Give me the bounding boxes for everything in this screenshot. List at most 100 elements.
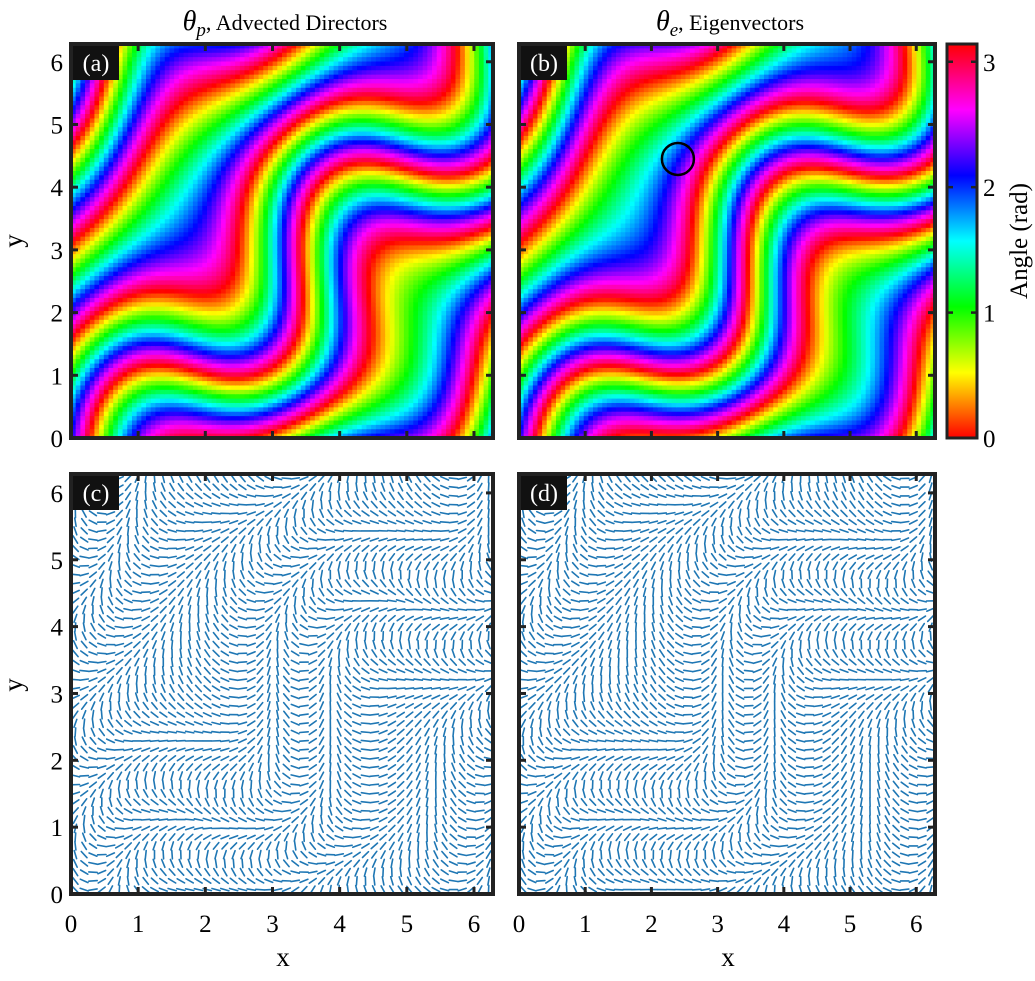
heatmap-cell [268,385,273,390]
heatmap-cell [76,302,81,307]
heatmap-cell [132,70,137,75]
heatmap-cell [127,219,132,224]
heatmap-cell [155,184,160,189]
heatmap-cell [291,425,296,430]
heatmap-cell [291,97,296,102]
heatmap-cell [113,390,118,395]
heatmap-cell [249,210,254,215]
heatmap-cell [296,385,301,390]
heatmap-cell [99,350,104,355]
heatmap-cell [254,250,259,255]
heatmap-cell [137,62,142,67]
heatmap-cell [132,425,137,430]
heatmap-cell [193,324,198,329]
heatmap-cell [230,175,235,180]
heatmap-cell [123,140,128,145]
heatmap-cell [244,228,249,233]
heatmap-cell [259,215,264,220]
heatmap-cell [254,315,259,320]
heatmap-cell [169,97,174,102]
heatmap-cell [226,355,231,360]
heatmap-cell [90,175,95,180]
heatmap-cell [155,329,160,334]
heatmap-cell [202,267,207,272]
heatmap-cell [76,140,81,145]
heatmap-cell [287,188,292,193]
heatmap-cell [240,145,245,150]
heatmap-cell [109,175,114,180]
heatmap-cell [235,83,240,88]
heatmap-cell [273,219,278,224]
heatmap-cell [137,140,142,145]
heatmap-cell [207,180,212,185]
heatmap-cell [221,153,226,158]
heatmap-cell [123,66,128,71]
heatmap-cell [305,62,310,67]
heatmap-cell [244,399,249,404]
heatmap-cell [291,202,296,207]
heatmap-cell [324,83,329,88]
heatmap-cell [320,79,325,84]
heatmap-cell [216,385,221,390]
heatmap-cell [155,70,160,75]
heatmap-cell [80,320,85,325]
heatmap-cell [240,97,245,102]
heatmap-cell [99,377,104,382]
heatmap-cell [155,272,160,277]
heatmap-cell [310,140,315,145]
heatmap-cell [184,118,189,123]
heatmap-cell [287,280,292,285]
heatmap-cell [127,193,132,198]
heatmap-cell [184,97,189,102]
heatmap-cell [230,377,235,382]
heatmap-cell [301,180,306,185]
heatmap-cell [118,333,123,338]
heatmap-cell [305,250,310,255]
heatmap-cell [291,298,296,303]
heatmap-cell [165,228,170,233]
heatmap-cell [216,250,221,255]
heatmap-cell [240,298,245,303]
heatmap-cell [113,123,118,128]
heatmap-cell [221,245,226,250]
heatmap-cell [254,359,259,364]
heatmap-cell [151,171,156,176]
heatmap-cell [296,259,301,264]
heatmap-cell [320,197,325,202]
heatmap-cell [151,377,156,382]
heatmap-cell [282,219,287,224]
heatmap-cell [146,337,151,342]
heatmap-cell [212,158,217,163]
heatmap-cell [202,276,207,281]
heatmap-cell [165,62,170,67]
heatmap-cell [104,420,109,425]
heatmap-cell [109,350,114,355]
heatmap-cell [169,307,174,312]
heatmap-cell [226,158,231,163]
heatmap-cell [277,92,282,97]
heatmap-cell [254,350,259,355]
heatmap-cell [202,403,207,408]
heatmap-cell [127,420,132,425]
heatmap-cell [94,237,99,242]
heatmap-cell [94,206,99,211]
heatmap-cell [174,132,179,137]
heatmap-cell [174,123,179,128]
heatmap-cell [184,162,189,167]
heatmap-cell [198,114,203,119]
heatmap-cell [198,237,203,242]
heatmap-cell [188,324,193,329]
heatmap-cell [151,390,156,395]
heatmap-cell [240,320,245,325]
heatmap-cell [141,302,146,307]
heatmap-cell [315,263,320,268]
heatmap-cell [193,337,198,342]
heatmap-cell [296,280,301,285]
heatmap-cell [160,92,165,97]
heatmap-cell [315,118,320,123]
heatmap-cell [277,280,282,285]
heatmap-cell [137,153,142,158]
heatmap-cell [127,285,132,290]
heatmap-cell [315,355,320,360]
heatmap-cell [104,346,109,351]
